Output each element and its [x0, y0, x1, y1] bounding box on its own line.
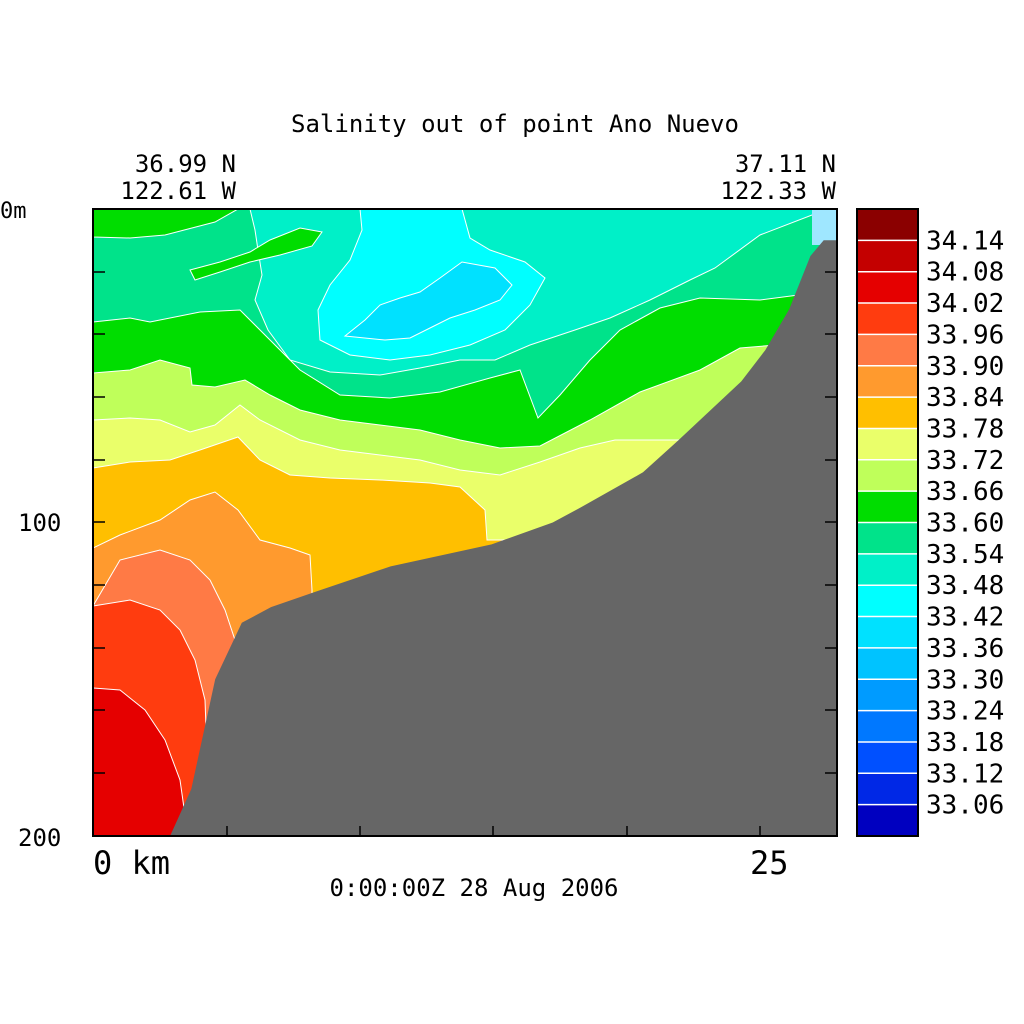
salinity-zone-33-60-filament: [189, 227, 323, 281]
colorbar-label: 33.54: [926, 540, 1004, 570]
colorbar-label: 33.18: [926, 728, 1004, 758]
colorbar-label: 33.06: [926, 791, 1004, 821]
colorbar-label: 33.78: [926, 415, 1004, 445]
colorbar-swatch: [857, 240, 918, 273]
salinity-zone-top-right: [812, 209, 837, 245]
colorbar-swatch: [857, 522, 918, 555]
colorbar-swatch: [857, 710, 918, 743]
colorbar-label: 34.08: [926, 258, 1004, 288]
end-longitude: 122.33 W: [720, 177, 836, 205]
colorbar-swatch: [857, 334, 918, 367]
seafloor-bathymetry: [170, 240, 837, 836]
colorbar-swatch: [857, 616, 918, 649]
start-longitude: 122.61 W: [120, 177, 236, 205]
colorbar-swatch: [857, 741, 918, 774]
colorbar-swatch: [857, 397, 918, 429]
colorbar-label: 33.24: [926, 697, 1004, 727]
colorbar-swatch: [857, 209, 918, 241]
colorbar-swatch: [857, 773, 918, 806]
colorbar-label: 33.84: [926, 383, 1004, 413]
colorbar-label: 33.60: [926, 509, 1004, 539]
colorbar-swatch: [857, 491, 918, 523]
colorbar-label: 33.12: [926, 759, 1004, 789]
colorbar-label: 34.14: [926, 226, 1004, 256]
colorbar-swatch: [857, 365, 918, 398]
y-axis-ticks: [93, 271, 837, 774]
colorbar-labels: 34.1434.0834.0233.9633.9033.8433.7833.72…: [926, 226, 1004, 820]
colorbar-swatch: [857, 585, 918, 618]
y-tick-label-0: 0m: [0, 199, 27, 224]
y-tick-label-200: 200: [18, 824, 61, 852]
colorbar-label: 33.48: [926, 571, 1004, 601]
colorbar-label: 33.90: [926, 352, 1004, 382]
salinity-field: [93, 209, 837, 836]
colorbar-swatch: [857, 647, 918, 680]
colorbar-swatch: [857, 679, 918, 712]
colorbar-label: 33.42: [926, 603, 1004, 633]
colorbar-label: 33.36: [926, 634, 1004, 664]
colorbar-swatch: [857, 428, 918, 461]
colorbar: [856, 208, 919, 837]
colorbar-swatch: [857, 303, 918, 335]
timestamp: 0:00:00Z 28 Aug 2006: [330, 874, 619, 902]
end-latitude: 37.11 N: [735, 150, 836, 178]
start-latitude: 36.99 N: [135, 150, 236, 178]
salinity-zone-34-02: [93, 687, 189, 836]
x-tick-label-25: 25: [750, 844, 789, 882]
colorbar-label: 33.66: [926, 477, 1004, 507]
colorbar-swatch: [857, 553, 918, 586]
colorbar-swatch: [857, 804, 918, 837]
chart-title: Salinity out of point Ano Nuevo: [291, 110, 739, 138]
colorbar-label: 33.96: [926, 320, 1004, 350]
x-tick-label-0: 0 km: [93, 844, 170, 882]
x-axis-ticks: [226, 826, 761, 836]
salinity-zone-33-36: [343, 261, 513, 341]
colorbar-label: 33.30: [926, 665, 1004, 695]
colorbar-label: 33.72: [926, 446, 1004, 476]
colorbar-swatch: [857, 271, 918, 304]
colorbar-swatch: [857, 459, 918, 492]
y-tick-label-100: 100: [18, 509, 61, 537]
colorbar-label: 34.02: [926, 289, 1004, 319]
colorbar-frame: [856, 208, 919, 837]
salinity-zone-33-60-top: [93, 209, 240, 239]
